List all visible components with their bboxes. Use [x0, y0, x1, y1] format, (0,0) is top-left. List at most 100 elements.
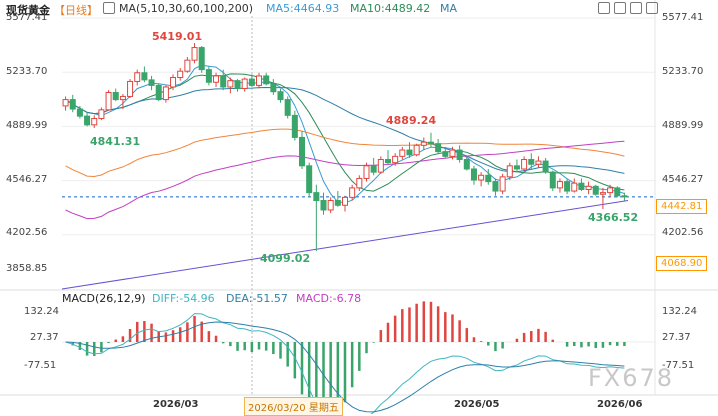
- candle-up: [377, 159, 384, 173]
- macd-diff-line: [65, 313, 625, 414]
- ma200-line: [61, 200, 629, 290]
- ma10-value: MA10:4489.42: [350, 2, 431, 15]
- candle-down: [370, 165, 377, 173]
- ma-more[interactable]: MA: [440, 2, 458, 15]
- candle-up: [413, 144, 420, 156]
- candle-down: [291, 114, 298, 138]
- candle-down: [442, 151, 449, 157]
- candle-down: [205, 69, 212, 83]
- candle-up: [556, 181, 563, 189]
- close-icon[interactable]: [646, 2, 658, 14]
- candle-up: [134, 72, 141, 82]
- candle-up: [571, 182, 578, 192]
- macd-tick-left: -77.51: [24, 360, 57, 371]
- zoom-icon[interactable]: [614, 2, 626, 14]
- ma30-line: [65, 86, 625, 174]
- candle-down: [564, 181, 571, 192]
- candle-down: [248, 78, 255, 86]
- macd-tick-right: -77.51: [662, 360, 695, 371]
- x-crosshair-label: 2026/03/20 星期五: [244, 397, 343, 416]
- candle-up: [420, 141, 427, 146]
- candle-down: [614, 187, 621, 197]
- candle-down: [406, 149, 413, 156]
- candle-down: [234, 80, 241, 90]
- candle-up: [241, 78, 248, 90]
- candle-down: [76, 108, 83, 117]
- candle-up: [227, 80, 234, 88]
- macd-panel: [62, 301, 655, 414]
- x-label: 2026/03: [153, 399, 199, 410]
- candle-up: [127, 80, 134, 97]
- fullscreen-icon[interactable]: [630, 2, 642, 14]
- candle-up: [599, 192, 606, 195]
- y-tick-right: 4889.99: [662, 120, 704, 131]
- candle-up: [327, 200, 334, 211]
- chart-header: 现货黄金 【日线】 MA(5,10,30,60,100,200) MA5:446…: [0, 0, 718, 17]
- ma100-line: [65, 140, 625, 220]
- y-tick-right: 5233.70: [662, 66, 704, 77]
- watermark-logo: FX678: [588, 364, 675, 392]
- candle-up: [177, 70, 184, 79]
- low-price-tag: 4068.90: [656, 256, 708, 271]
- candle-down: [69, 99, 76, 110]
- candle-down: [578, 182, 585, 190]
- chart-type-icon[interactable]: [103, 2, 115, 14]
- candle-down: [112, 91, 119, 101]
- candle-up: [62, 99, 69, 107]
- candle-up: [363, 165, 370, 179]
- candle-down: [492, 181, 499, 192]
- candle-up: [170, 77, 177, 88]
- trend-lines: [61, 200, 629, 290]
- candle-up: [521, 159, 528, 170]
- high-annotation: 5419.01: [152, 30, 203, 43]
- macd-header: MACD(26,12,9) DIFF:-54.96 DEA:-51.57 MAC…: [0, 292, 718, 306]
- current-price-tag: 4442.81: [656, 199, 708, 214]
- candle-up: [399, 149, 406, 157]
- swing-high-annotation: 4889.24: [386, 114, 437, 127]
- candle-down: [148, 79, 155, 86]
- candle-up: [392, 155, 399, 164]
- y-tick-left: 5577.41: [6, 12, 48, 23]
- macd-tick-right: 132.24: [662, 306, 697, 317]
- candle-up: [506, 165, 513, 178]
- period-selector[interactable]: 【日线】: [54, 4, 98, 17]
- candle-down: [270, 83, 277, 93]
- y-tick-left: 4889.99: [6, 120, 48, 131]
- candle-down: [470, 168, 477, 181]
- candle-up: [349, 187, 356, 198]
- macd-value: MACD:-6.78: [296, 292, 362, 305]
- y-tick-left: 5233.70: [6, 66, 48, 77]
- macd-label[interactable]: MACD(26,12,9): [62, 292, 146, 305]
- x-label: 2026/06: [597, 399, 643, 410]
- candles: [62, 42, 628, 252]
- ma-settings[interactable]: MA(5,10,30,60,100,200): [119, 2, 254, 15]
- candle-up: [356, 177, 363, 189]
- macd-tick-left: 27.37: [30, 332, 59, 343]
- candle-up: [478, 174, 485, 181]
- candle-down: [220, 75, 227, 88]
- candle-up: [191, 47, 198, 61]
- candle-up: [256, 75, 263, 86]
- candle-down: [313, 192, 320, 202]
- candle-down: [621, 195, 628, 198]
- ma60-line: [65, 128, 625, 178]
- candle-up: [213, 75, 220, 83]
- candle-down: [198, 47, 205, 71]
- candle-down: [463, 159, 470, 170]
- y-tick-left: 4546.27: [6, 174, 48, 185]
- candle-down: [592, 185, 599, 195]
- candle-down: [549, 171, 556, 189]
- candle-up: [341, 196, 349, 206]
- symbol-name: 现货黄金: [6, 4, 50, 17]
- candle-up: [499, 176, 506, 192]
- y-tick-right: 4546.27: [662, 174, 704, 185]
- candle-down: [284, 99, 291, 116]
- moving-averages: [65, 64, 625, 220]
- candle-down: [513, 165, 520, 170]
- candle-down: [384, 159, 391, 164]
- y-tick-left: 4202.56: [6, 227, 48, 238]
- candle-down: [84, 115, 91, 126]
- settings-icon[interactable]: [598, 2, 610, 14]
- candle-up: [535, 160, 542, 165]
